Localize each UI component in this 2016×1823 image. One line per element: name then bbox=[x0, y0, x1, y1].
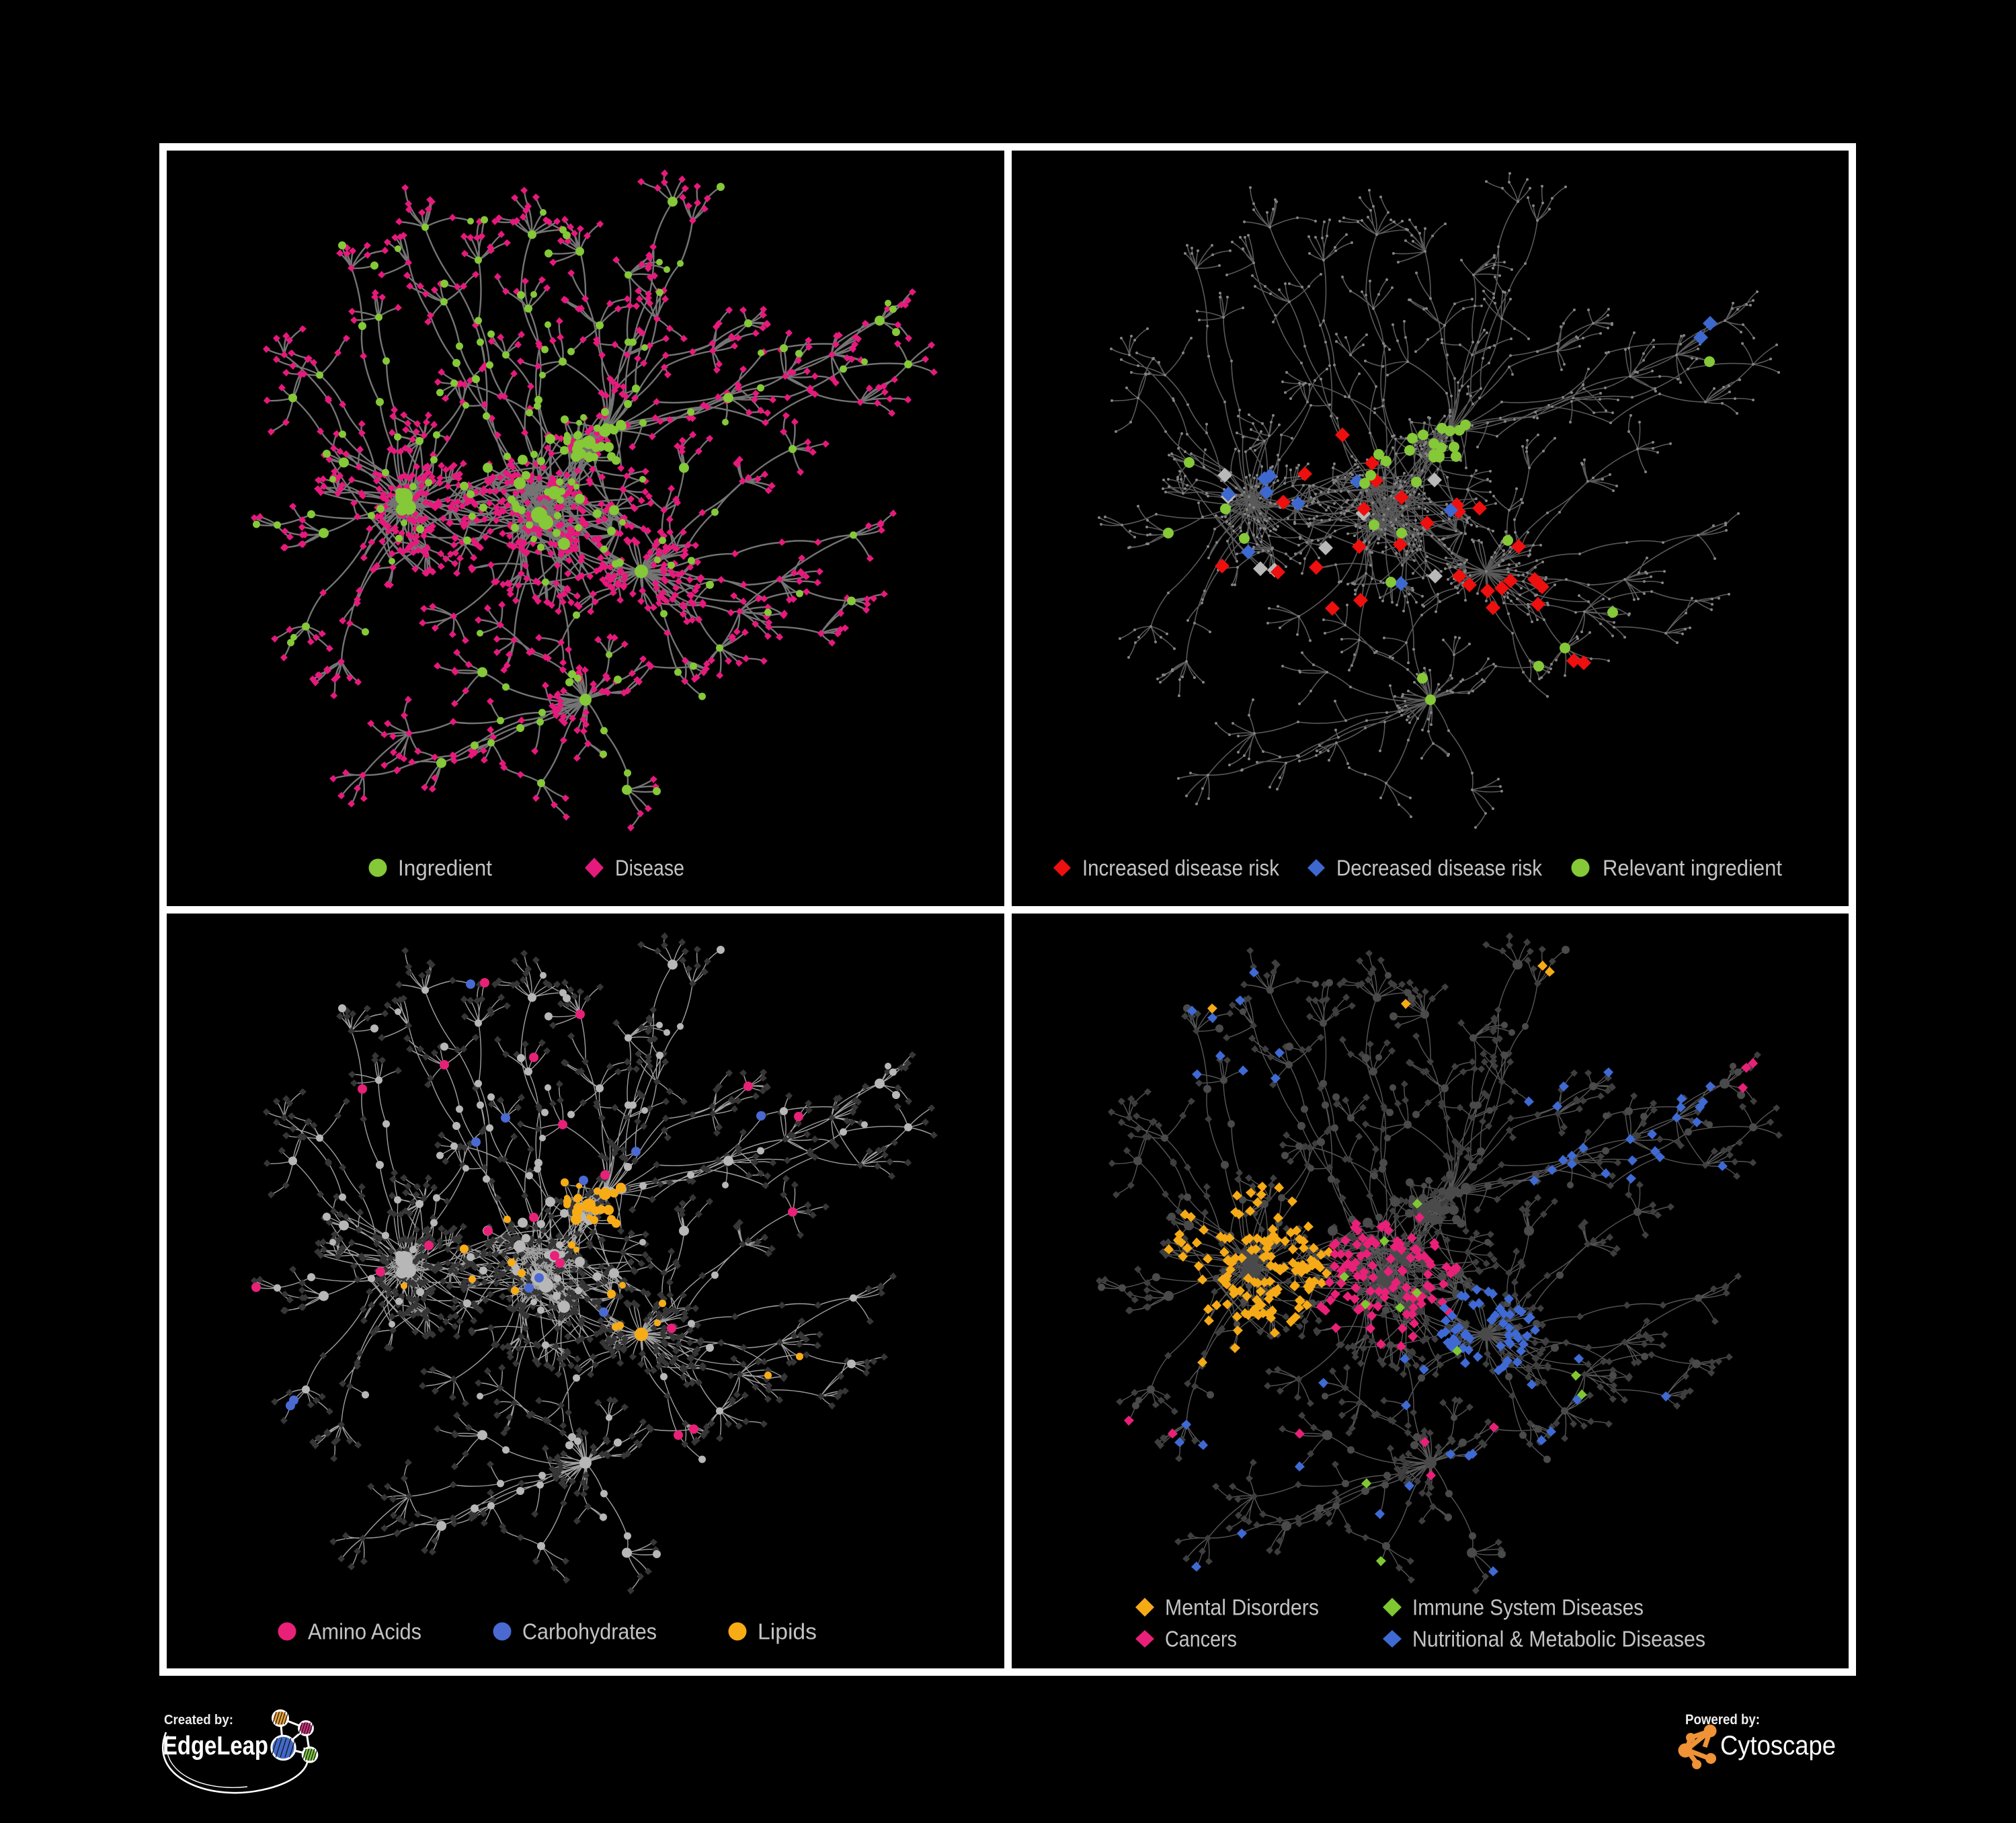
svg-text:Cytoscape: Cytoscape bbox=[1720, 1731, 1836, 1760]
svg-text:Cancers: Cancers bbox=[1165, 1627, 1237, 1652]
svg-text:Lipids: Lipids bbox=[758, 1619, 817, 1644]
svg-text:Carbohydrates: Carbohydrates bbox=[522, 1619, 657, 1644]
svg-text:Ingredient: Ingredient bbox=[398, 856, 492, 881]
svg-text:Increased disease risk: Increased disease risk bbox=[1082, 856, 1279, 881]
svg-text:Powered by:: Powered by: bbox=[1685, 1712, 1760, 1728]
svg-text:Decreased disease risk: Decreased disease risk bbox=[1336, 856, 1542, 881]
svg-text:Amino Acids: Amino Acids bbox=[308, 1619, 421, 1644]
svg-text:EdgeLeap: EdgeLeap bbox=[163, 1732, 268, 1760]
svg-text:Mental Disorders: Mental Disorders bbox=[1165, 1595, 1319, 1620]
svg-text:Created by:: Created by: bbox=[164, 1713, 233, 1728]
svg-text:Disease: Disease bbox=[615, 856, 684, 881]
svg-text:Nutritional & Metabolic Diseas: Nutritional & Metabolic Diseases bbox=[1412, 1627, 1705, 1652]
svg-text:Relevant ingredient: Relevant ingredient bbox=[1603, 856, 1782, 881]
svg-text:Immune System Diseases: Immune System Diseases bbox=[1412, 1595, 1644, 1620]
